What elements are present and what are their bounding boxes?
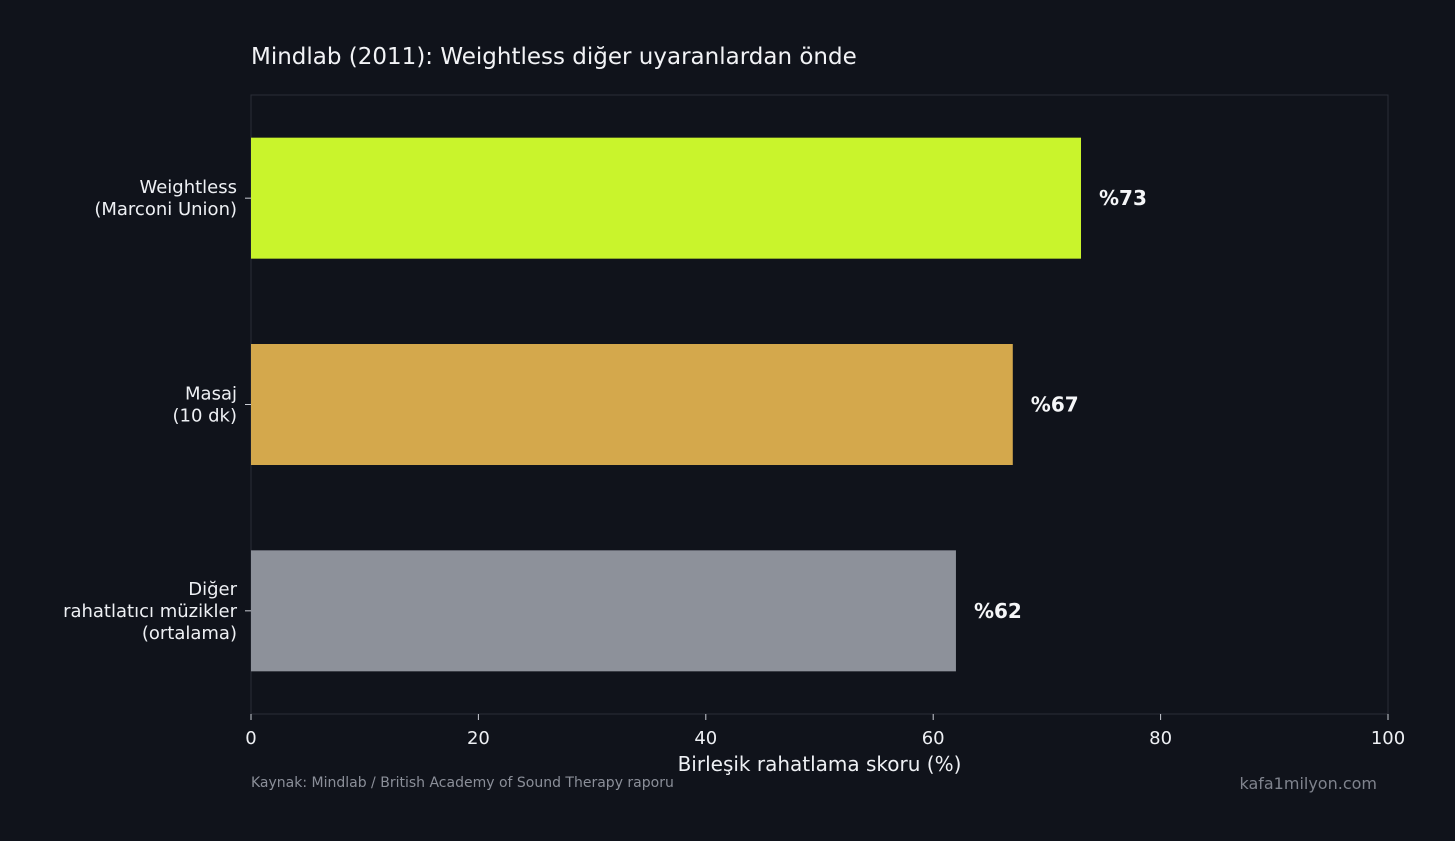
category-label-line: (Marconi Union)	[94, 199, 237, 220]
x-tick-label: 60	[922, 728, 945, 749]
bar	[251, 344, 1013, 465]
chart-title: Mindlab (2011): Weightless diğer uyaranl…	[251, 44, 857, 70]
category-label-line: Diğer	[188, 579, 237, 600]
category-label-line: (ortalama)	[142, 623, 237, 644]
category-label: Diğer rahatlatıcı müzikler (ortalama)	[63, 579, 238, 644]
category-label: Weightless (Marconi Union)	[94, 177, 237, 220]
x-tick-label: 100	[1371, 728, 1405, 749]
value-label: %62	[974, 599, 1022, 623]
site-watermark: kafa1milyon.com	[1239, 774, 1377, 793]
value-label: %67	[1031, 393, 1079, 417]
x-tick-label: 80	[1149, 728, 1172, 749]
category-label-line: (10 dk)	[172, 406, 237, 427]
x-tick-label: 0	[245, 728, 256, 749]
bar	[251, 550, 956, 672]
category-label-line: Weightless	[139, 177, 237, 198]
source-note: Kaynak: Mindlab / British Academy of Sou…	[251, 775, 674, 791]
x-tick-label: 40	[694, 728, 717, 749]
value-label: %73	[1099, 186, 1147, 210]
category-label: Masaj (10 dk)	[172, 384, 237, 427]
category-label-line: Masaj	[185, 384, 237, 405]
bar	[251, 137, 1082, 259]
category-label-line: rahatlatıcı müzikler	[63, 601, 238, 622]
x-tick-label: 20	[467, 728, 490, 749]
x-axis-label: Birleşik rahatlama skoru (%)	[678, 752, 962, 776]
